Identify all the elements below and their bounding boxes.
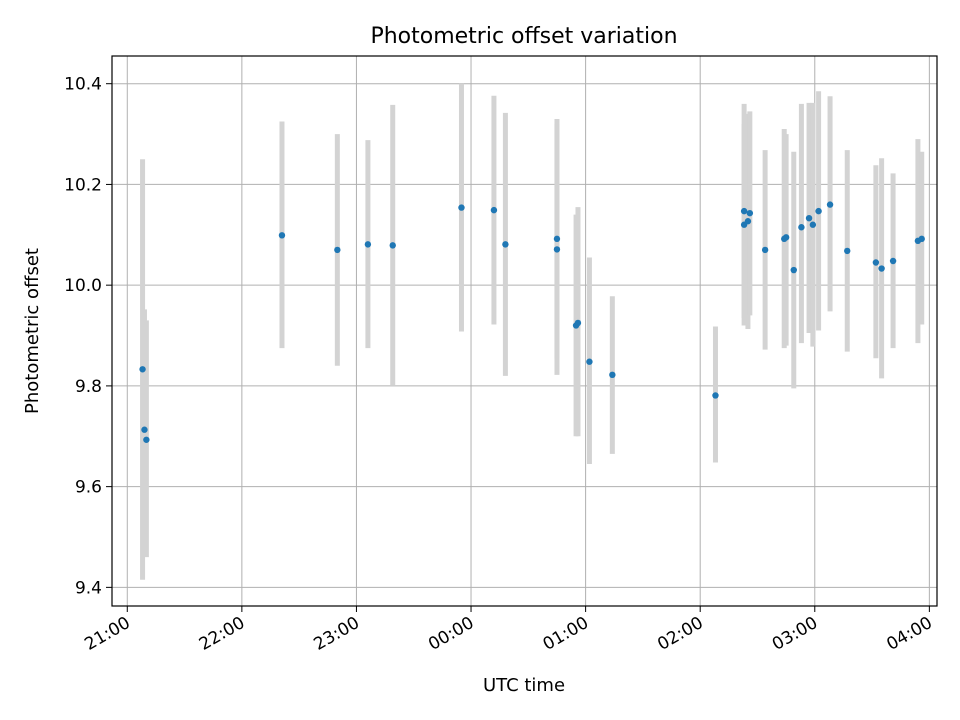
y-tick-label: 10.4 <box>64 75 102 95</box>
data-point <box>458 204 465 211</box>
y-axis-label: Photometric offset <box>22 248 43 414</box>
data-point <box>798 224 805 231</box>
x-tick-label: 22:00 <box>196 613 248 655</box>
data-point <box>389 242 396 249</box>
data-point <box>143 436 150 443</box>
plot-frame <box>111 55 938 607</box>
data-point <box>334 246 341 254</box>
x-tick-label: 02:00 <box>654 613 706 655</box>
x-axis-label: UTC time <box>483 675 565 696</box>
x-tick-label: 21:00 <box>81 613 133 655</box>
data-point <box>712 392 719 399</box>
x-axis-ticks: 21:00 22:00 23:00 00:00 01:00 02:00 03:00 04:00 <box>81 606 936 655</box>
data-point <box>815 207 822 215</box>
data-point <box>502 241 509 248</box>
data-point <box>141 426 148 433</box>
x-tick-label: 00:00 <box>425 613 477 655</box>
data-point <box>139 366 146 373</box>
data-point <box>872 259 880 266</box>
data-point <box>918 235 925 243</box>
data-point <box>790 266 797 274</box>
data-point <box>490 206 498 214</box>
data-point <box>553 246 561 253</box>
data-point <box>826 201 834 208</box>
data-point <box>878 265 885 272</box>
x-tick-label: 01:00 <box>540 613 592 655</box>
x-tick-label: 03:00 <box>769 613 821 655</box>
data-point <box>805 214 813 222</box>
data-point <box>746 209 754 217</box>
data-points <box>139 201 925 443</box>
data-point <box>761 246 769 254</box>
y-tick-label: 9.8 <box>75 377 102 397</box>
y-tick-label: 9.6 <box>75 478 102 498</box>
data-point <box>809 221 817 228</box>
data-point <box>782 234 790 241</box>
data-point <box>364 241 372 248</box>
x-tick-label: 23:00 <box>311 613 363 655</box>
data-point <box>574 319 582 327</box>
data-point <box>278 232 286 239</box>
data-point <box>889 257 897 265</box>
error-bars <box>140 83 925 580</box>
data-point <box>740 207 748 215</box>
y-tick-label: 10.0 <box>64 276 102 296</box>
y-tick-label: 9.4 <box>75 578 102 598</box>
data-point <box>553 235 561 243</box>
y-axis-ticks: 9.4 9.6 9.8 10.0 10.2 10.4 <box>64 75 112 598</box>
chart-title: Photometric offset variation <box>370 24 677 49</box>
y-tick-label: 10.2 <box>64 175 102 195</box>
data-point <box>586 358 593 365</box>
data-point <box>744 218 752 225</box>
data-point <box>609 371 616 379</box>
x-tick-label: 04:00 <box>883 613 935 655</box>
data-point <box>844 247 851 255</box>
